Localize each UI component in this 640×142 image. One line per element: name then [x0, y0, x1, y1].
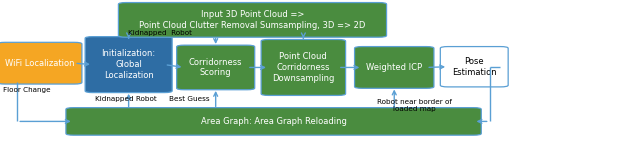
Text: Initialization:
Global
Localization: Initialization: Global Localization — [102, 49, 156, 80]
Text: Best Guess: Best Guess — [169, 96, 209, 102]
Text: Corridorness
Scoring: Corridorness Scoring — [189, 58, 243, 77]
Text: Input 3D Point Cloud =>
Point Cloud Clutter Removal Sumsampling, 3D => 2D: Input 3D Point Cloud => Point Cloud Clut… — [140, 10, 365, 30]
FancyBboxPatch shape — [355, 47, 434, 88]
Text: Weighted ICP: Weighted ICP — [366, 63, 422, 72]
Text: Floor Change: Floor Change — [3, 87, 50, 93]
Text: WiFi Localization: WiFi Localization — [5, 59, 74, 68]
Text: Robot near border of
loaded map: Robot near border of loaded map — [378, 99, 452, 112]
FancyBboxPatch shape — [440, 47, 508, 87]
Text: Kidnapped Robot: Kidnapped Robot — [95, 96, 156, 102]
FancyBboxPatch shape — [0, 42, 82, 84]
Text: Area Graph: Area Graph Reloading: Area Graph: Area Graph Reloading — [201, 117, 346, 126]
FancyBboxPatch shape — [177, 45, 255, 90]
Text: Point Cloud
Corridorness
Downsampling: Point Cloud Corridorness Downsampling — [272, 52, 335, 83]
Text: Kidnapped  Robot: Kidnapped Robot — [128, 30, 192, 36]
FancyBboxPatch shape — [85, 37, 172, 93]
Text: Pose
Estimation: Pose Estimation — [452, 57, 497, 77]
FancyBboxPatch shape — [118, 3, 387, 37]
FancyBboxPatch shape — [66, 108, 481, 135]
FancyBboxPatch shape — [261, 39, 346, 95]
